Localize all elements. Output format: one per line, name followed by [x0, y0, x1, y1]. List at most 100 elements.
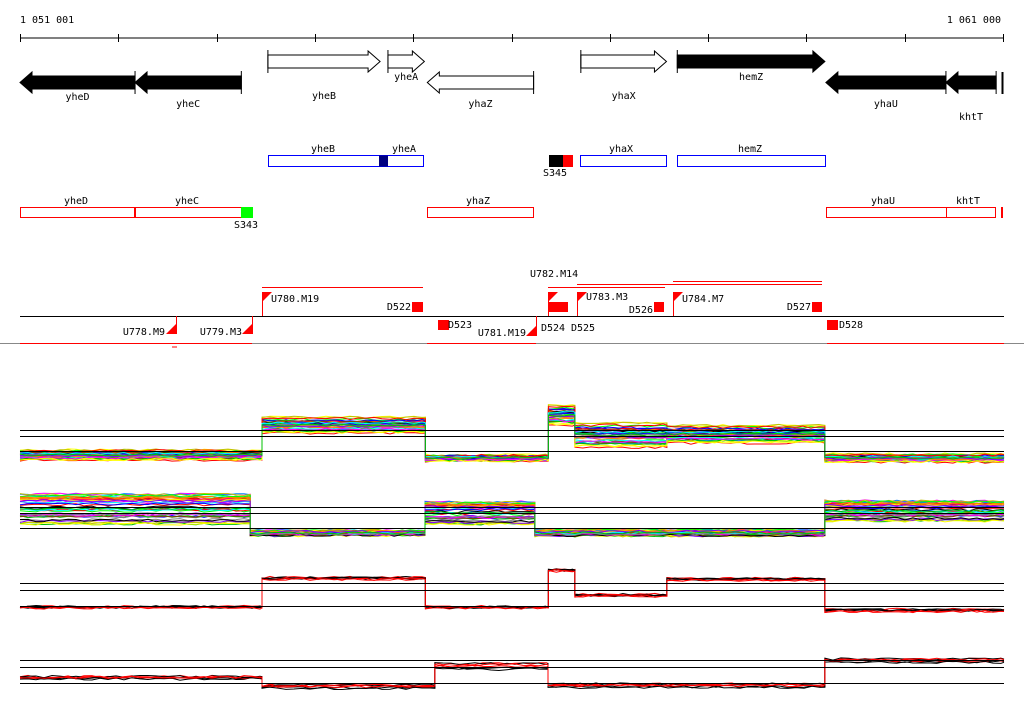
terminator-D524-icon[interactable] [548, 302, 558, 312]
terminator-D527-icon[interactable] [812, 302, 822, 312]
operon-hemZ[interactable] [677, 155, 826, 167]
gene-label: yhaU [874, 99, 898, 110]
expression-line [19, 492, 1005, 533]
operon-yheD[interactable] [20, 207, 135, 218]
gene-arrow-yhaX[interactable] [580, 49, 668, 74]
operon-label: yheB [311, 144, 335, 155]
terminator-D522-icon[interactable] [412, 302, 423, 312]
gene-arrow-yheA[interactable] [387, 49, 426, 74]
promoter-U779-icon[interactable] [242, 323, 253, 334]
expression-line [19, 519, 1005, 538]
operon-khtT[interactable] [946, 207, 996, 218]
operon-label: yheD [64, 196, 88, 207]
expression-line [19, 517, 1005, 538]
expression-line [19, 493, 1005, 533]
gene-label: yheA [394, 72, 418, 83]
tu-label: U781.M19 [478, 328, 526, 339]
promoter-U780-icon[interactable] [262, 292, 272, 302]
operon-label: yhaU [871, 196, 895, 207]
operon-yheB-yheA[interactable] [268, 155, 424, 167]
terminator-D528-icon[interactable] [827, 320, 838, 330]
gene-arrow-yheC[interactable] [134, 70, 242, 95]
tu-label: U782.M14 [530, 269, 578, 280]
site-S343[interactable] [241, 207, 253, 218]
operon-label: yhaZ [466, 196, 490, 207]
tu-label: U779.M3 [200, 327, 242, 338]
expression-line [19, 404, 1005, 457]
expression-line [19, 568, 1005, 612]
operon-yheC[interactable] [135, 207, 242, 218]
expression-line [19, 516, 1005, 538]
expression-plot-1 [19, 404, 1005, 464]
gene-label: yheD [65, 92, 89, 103]
site-label: S343 [234, 220, 258, 231]
expression-plots [19, 404, 1005, 690]
ruler-end-label: 1 061 000 [947, 15, 1001, 26]
gene-label: yheC [176, 99, 200, 110]
gene-arrow-yhaZ[interactable] [426, 70, 535, 95]
gene-arrow-yheD[interactable] [19, 70, 136, 95]
expression-line [19, 496, 1005, 533]
gene-label: khtT [959, 112, 983, 123]
expression-plot-4 [19, 657, 1005, 690]
tu-label: D528 [839, 320, 863, 331]
promoter-U783-icon[interactable] [577, 292, 587, 302]
expression-line [20, 496, 1005, 533]
gene-arrow-hemZ[interactable] [676, 49, 826, 74]
tu-label: U783.M3 [586, 292, 628, 303]
terminator-D525-icon[interactable] [558, 302, 568, 312]
operon-partial [1001, 207, 1003, 218]
gene-arrow-yhaU[interactable] [825, 70, 947, 95]
promoter-U781-icon[interactable] [526, 325, 537, 336]
expression-line [19, 405, 1005, 458]
tu-label: U784.M7 [682, 294, 724, 305]
site-S345-red[interactable] [563, 155, 573, 167]
site-S345-black[interactable] [549, 155, 563, 167]
tu-label: U780.M19 [271, 294, 319, 305]
expression-plot-3 [19, 568, 1005, 614]
gene-label: yhaX [612, 91, 636, 102]
operon-label: hemZ [738, 144, 762, 155]
site-marker [379, 155, 388, 167]
promoter-U784-icon[interactable] [673, 292, 683, 302]
expression-line [19, 659, 1005, 690]
gene-label: yheB [312, 91, 336, 102]
tu-label: D525 [571, 323, 595, 334]
terminator-D526-icon[interactable] [654, 302, 664, 312]
expression-line [19, 414, 1005, 460]
tu-label: U778.M9 [123, 327, 165, 338]
gene-label: hemZ [739, 72, 763, 83]
tu-label: D523 [448, 320, 472, 331]
expression-line [19, 513, 1005, 537]
tu-label: D527 [787, 302, 811, 313]
gene-track: yheD yheC yheB yheA yhaZ yhaX hemZ yhaU khtT [19, 49, 1004, 123]
operon-yhaX[interactable] [580, 155, 667, 167]
operon-track-blue: yheB yheA S345 yhaX hemZ [268, 144, 826, 179]
promoter-U778-icon[interactable] [166, 323, 177, 334]
tu-label: D524 [541, 323, 565, 334]
transcription-unit-track: U778.M9 U779.M3 U780.M19 D522 D523 U781.… [0, 269, 1024, 348]
tu-label: D526 [629, 305, 653, 316]
gene-label: yhaZ [468, 99, 492, 110]
ruler-start-label: 1 051 001 [20, 15, 74, 26]
expression-line [19, 569, 1005, 613]
expression-line [19, 503, 1005, 535]
operon-label: yheC [175, 196, 199, 207]
tu-label: D522 [387, 302, 411, 313]
operon-yhaZ[interactable] [427, 207, 534, 218]
expression-line [19, 660, 1005, 690]
operon-yhaU[interactable] [826, 207, 947, 218]
operon-label: khtT [956, 196, 980, 207]
promoter-U782-icon[interactable] [548, 292, 558, 302]
operon-track-red: yheD yheC S343 yhaZ yhaU khtT [20, 196, 1003, 231]
operon-label: yhaX [609, 144, 633, 155]
expression-line [19, 568, 1005, 612]
coordinate-ruler: 1 051 001 1 061 000 [20, 15, 1004, 42]
gene-arrow-yheB[interactable] [267, 49, 381, 74]
expression-plot-2 [19, 492, 1005, 538]
terminator-D523-icon[interactable] [438, 320, 449, 330]
expression-line [19, 505, 1005, 535]
gene-arrow-khtT[interactable] [945, 70, 997, 95]
expression-line [19, 422, 1005, 464]
